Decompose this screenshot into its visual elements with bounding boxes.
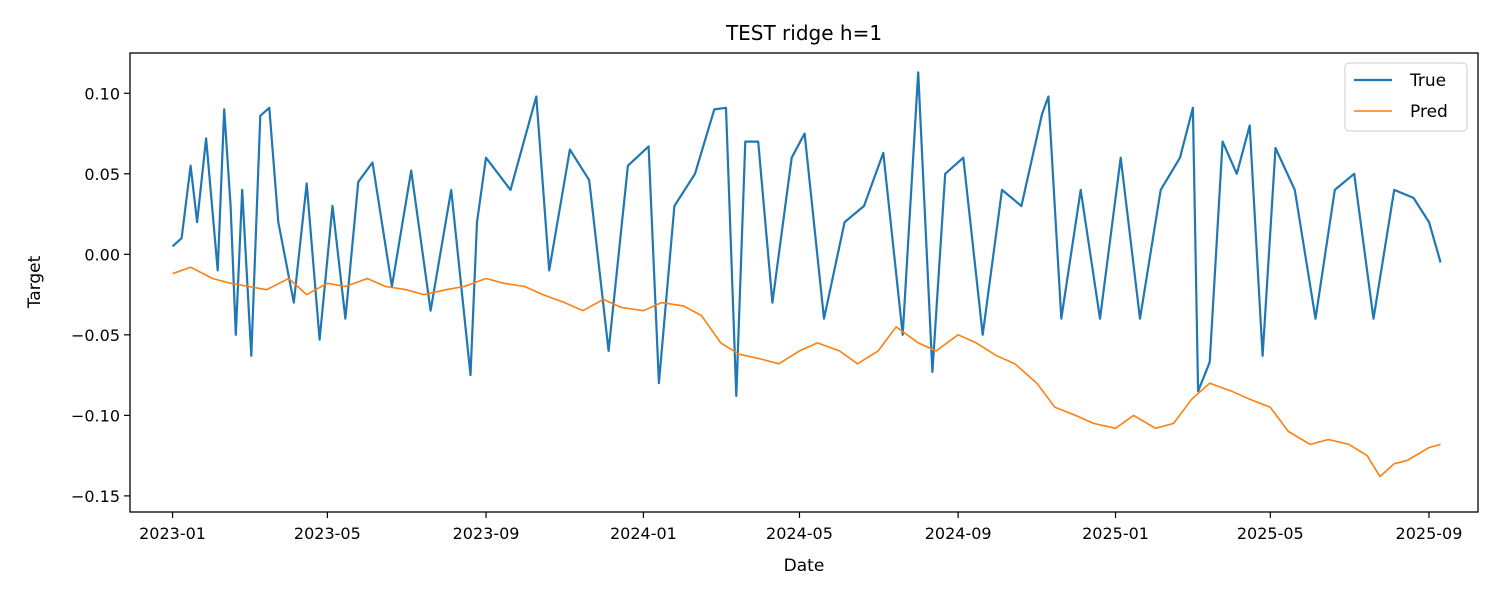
- legend: True Pred: [1344, 62, 1468, 132]
- legend-box: [1344, 62, 1468, 132]
- x-axis: 2023-01 2023-05 2023-09 2024-01 2024-05 2024-…: [139, 512, 1462, 543]
- x-tick-label: 2023-05: [294, 524, 361, 543]
- series-line-pred: [172, 266, 1441, 478]
- series-line-true: [171, 71, 1442, 398]
- y-axis-label: Target: [25, 255, 45, 309]
- x-tick-label: 2025-05: [1237, 524, 1304, 543]
- x-axis-label: Date: [784, 556, 825, 576]
- y-tick-label: 0.10: [84, 84, 120, 103]
- y-tick-label: −0.05: [71, 326, 120, 345]
- y-axis: 0.10 0.05 0.00 −0.05 −0.10 −0.15: [71, 84, 130, 506]
- x-tick-label: 2025-01: [1082, 524, 1149, 543]
- y-tick-label: −0.10: [71, 406, 120, 425]
- y-tick-label: −0.15: [71, 487, 120, 506]
- x-tick-label: 2024-01: [610, 524, 677, 543]
- x-tick-label: 2025-09: [1396, 524, 1463, 543]
- x-tick-label: 2024-09: [925, 524, 992, 543]
- plot-area: [171, 71, 1442, 478]
- plot-frame: [129, 52, 1479, 513]
- y-tick-label: 0.05: [84, 165, 120, 184]
- x-tick-label: 2023-09: [453, 524, 520, 543]
- x-tick-label: 2024-05: [766, 524, 833, 543]
- legend-label: Pred: [1410, 102, 1448, 122]
- y-tick-label: 0.00: [84, 245, 120, 264]
- chart-title: TEST ridge h=1: [725, 21, 882, 45]
- legend-label: True: [1409, 71, 1446, 91]
- x-tick-label: 2023-01: [139, 524, 206, 543]
